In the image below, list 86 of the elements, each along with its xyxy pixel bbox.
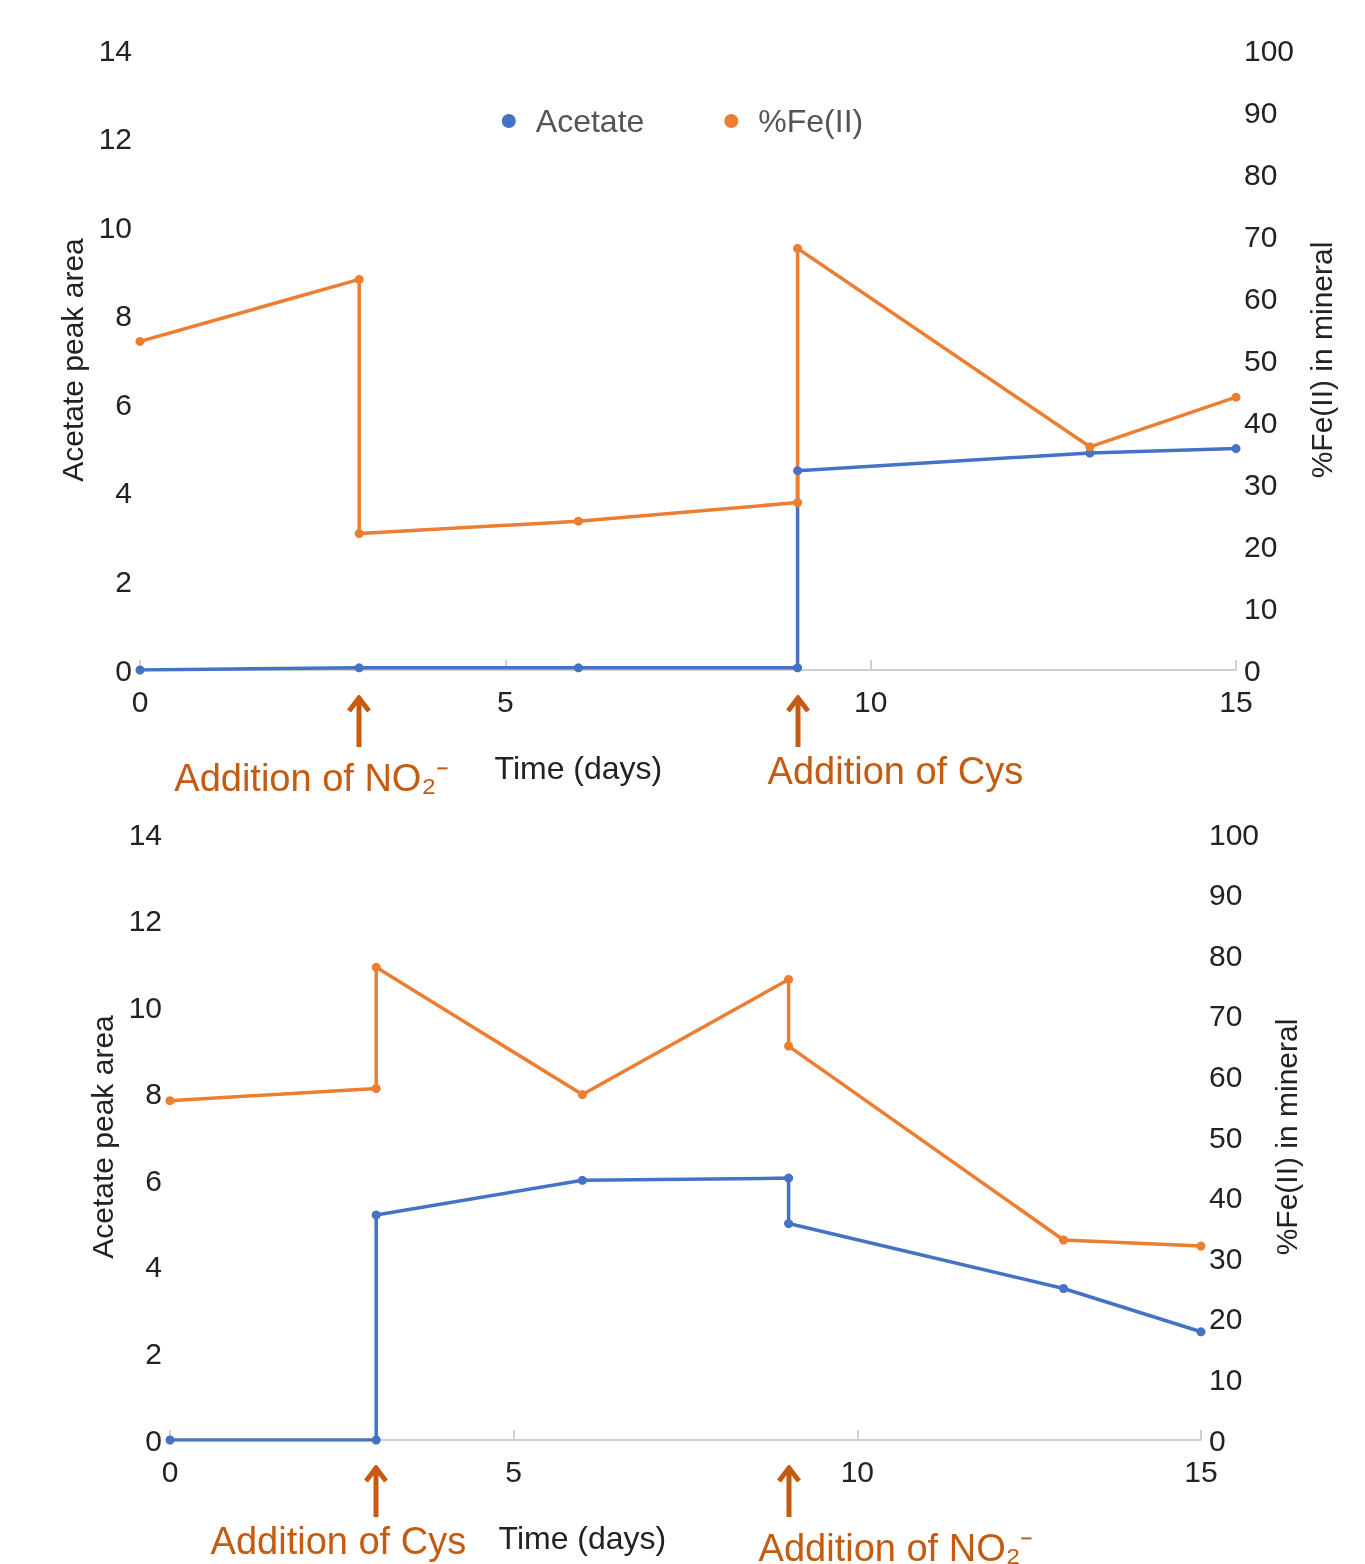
y2-tick-label: 100 [1244,33,1295,67]
x-tick-label: 5 [505,1454,523,1488]
point [577,1090,587,1100]
y-tick-label: 14 [98,33,132,67]
point [135,336,145,346]
point [135,665,145,675]
point [784,1173,794,1183]
point [1059,1235,1069,1245]
y2-tick-label: 80 [1244,157,1278,191]
y2-tick-label: 30 [1244,467,1278,501]
y2-tick-label: 30 [1209,1241,1243,1275]
y2-tick-label: 100 [1209,817,1260,851]
point [1231,444,1241,454]
point [577,1175,587,1185]
point [793,498,803,508]
y2-tick-label: 60 [1209,1059,1243,1093]
y-tick-label: 8 [145,1077,162,1111]
x-tick-label: 5 [496,684,514,718]
y-axis-title: Acetate peak area [86,1014,120,1259]
y2-tick-label: 40 [1244,405,1278,439]
y2-tick-label: 0 [1209,1423,1226,1457]
x-tick-label: 10 [840,1454,875,1488]
point [1085,442,1095,452]
y-tick-label: 0 [145,1423,162,1457]
y-tick-label: 0 [115,653,132,687]
x-tick-label: 15 [1184,1454,1218,1488]
point [784,1219,794,1229]
y-tick-label: 6 [145,1163,162,1197]
y2-tick-label: 90 [1209,878,1243,912]
y2-tick-label: 70 [1209,999,1243,1033]
point [354,274,364,284]
y-tick-label: 12 [128,904,162,938]
y2-axis-title: %Fe(II) in mineral [1269,1018,1303,1256]
ref-line-label: Addition of NO₂⁻ [758,1526,1034,1564]
point [793,663,803,673]
point [1196,1327,1206,1337]
point [573,663,583,673]
point [1059,1284,1069,1293]
y-tick-label: 6 [115,387,132,421]
y2-tick-label: 0 [1244,653,1261,687]
y-tick-label: 4 [115,476,132,510]
y2-tick-label: 80 [1209,938,1243,972]
point [371,962,381,972]
point [165,1435,175,1445]
y2-tick-label: 20 [1209,1302,1243,1336]
point [1196,1241,1206,1251]
y-tick-label: 2 [145,1336,162,1370]
y-tick-label: 14 [128,817,162,851]
x-tick-label: 15 [1219,684,1253,718]
y-axis-title: Acetate peak area [56,237,90,482]
point [165,1096,175,1106]
point [784,1041,794,1051]
y-tick-label: 12 [98,122,132,156]
y2-tick-label: 10 [1244,591,1278,625]
ref-line-label: Addition of Cys [210,1520,467,1563]
y2-tick-label: 50 [1209,1120,1243,1154]
point [354,529,364,539]
y2-tick-label: 70 [1244,219,1278,253]
point [573,516,583,526]
y-tick-label: 10 [128,990,162,1024]
ref-line-label: Addition of Cys [767,750,1024,793]
y2-axis-title: %Fe(II) in mineral [1304,241,1338,479]
legend-label: Acetate [535,103,645,139]
y-tick-label: 4 [145,1250,162,1284]
x-tick-label: 10 [853,684,888,718]
point [371,1435,381,1445]
point [354,663,364,673]
y2-tick-label: 90 [1244,95,1278,129]
y-tick-label: 8 [115,299,132,333]
x-axis-title: Time (days) [498,1520,667,1557]
x-axis-title: Time (days) [494,750,663,787]
y-tick-label: 2 [115,564,132,598]
y-tick-label: 10 [98,210,132,244]
y2-tick-label: 20 [1244,529,1278,563]
point [1231,392,1241,402]
y2-tick-label: 10 [1209,1362,1243,1396]
point [371,1210,381,1220]
legend-label: %Fe(II) [758,103,864,139]
y2-tick-label: 60 [1244,281,1278,315]
point [793,466,803,476]
y2-tick-label: 40 [1209,1181,1243,1215]
point [371,1084,381,1094]
y2-tick-label: 50 [1244,343,1278,377]
ref-line-label: Addition of NO₂⁻ [174,756,450,801]
point [784,974,794,984]
point [793,243,803,253]
